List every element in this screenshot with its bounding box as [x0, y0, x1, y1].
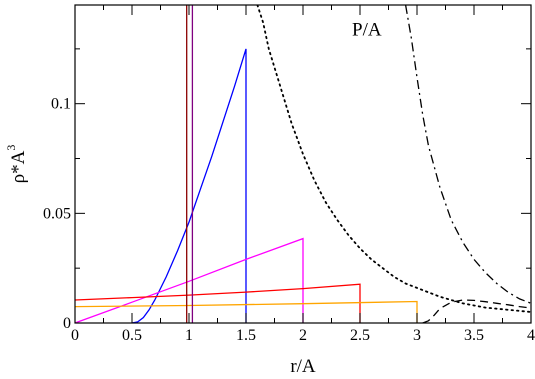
x-tick-label: 3	[413, 327, 421, 344]
annotation-label: P/A	[352, 20, 382, 41]
x-tick-label: 1	[185, 327, 193, 344]
series-layer	[75, 5, 531, 323]
x-tick-label: 2.5	[350, 327, 370, 344]
y-axis-label-base: ρ*A	[8, 150, 29, 183]
y-tick-label: 0.05	[43, 205, 71, 222]
y-tick-label: 0	[63, 315, 71, 332]
series-line-2	[75, 239, 303, 323]
x-tick-label: 2	[299, 327, 307, 344]
series-line-8	[406, 5, 531, 303]
y-axis-label-exponent: 3	[4, 145, 18, 151]
ticks-layer: 0 0.5 1 1.5 2 2.5 3 3.5 4 0 0.05 0.1	[43, 5, 535, 344]
y-tick-label: 0.1	[51, 96, 71, 113]
series-line-9	[423, 300, 531, 323]
x-tick-label: 0	[71, 327, 79, 344]
x-tick-label: 1.5	[236, 327, 256, 344]
x-tick-label: 4	[527, 327, 535, 344]
x-tick-label: 3.5	[464, 327, 484, 344]
x-axis-label: r/A	[290, 356, 316, 377]
series-line-7	[257, 5, 531, 312]
y-axis-label: ρ*A3	[4, 145, 29, 184]
x-tick-label: 0.5	[122, 327, 142, 344]
